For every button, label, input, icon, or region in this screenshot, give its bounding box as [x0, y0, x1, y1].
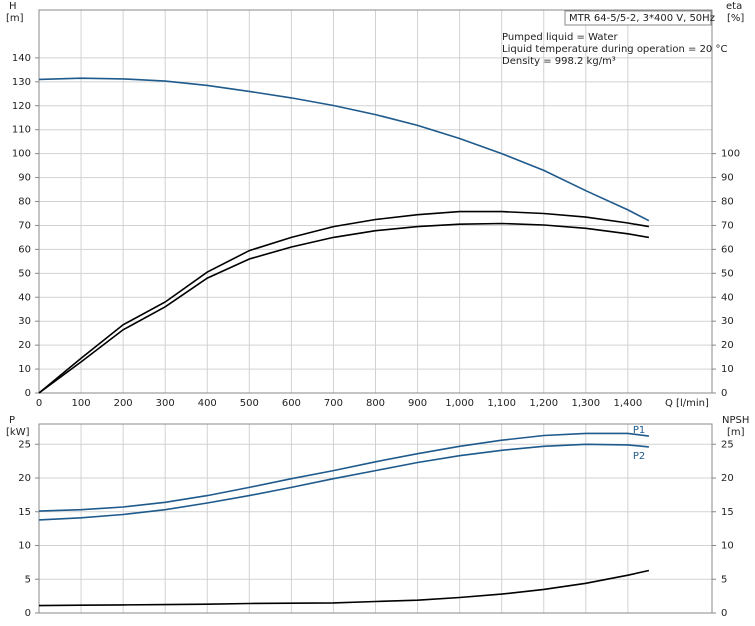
y-tick-label: 10 — [18, 541, 31, 552]
y-tick-label: 40 — [18, 292, 31, 303]
y-tick-label: 110 — [12, 125, 31, 136]
y-tick-label: 0 — [25, 388, 31, 399]
y-tick-label: 5 — [25, 574, 31, 585]
curve — [38, 569, 650, 607]
y-tick-label: 90 — [18, 173, 31, 184]
y-tick-label: 10 — [18, 364, 31, 375]
y-axis-unit: [kW] — [6, 427, 30, 438]
x-tick-label: 1,200 — [529, 398, 558, 409]
y-tick-label: 60 — [18, 244, 31, 255]
curve — [38, 77, 650, 222]
y2-axis-label: eta — [726, 1, 742, 12]
x-tick-label: 1,100 — [487, 398, 516, 409]
y2-axis-label: NPSH — [722, 415, 749, 426]
y2-tick-label: 15 — [721, 507, 734, 518]
x-tick-label: 900 — [408, 398, 427, 409]
curve-label: P2 — [633, 451, 645, 462]
y-tick-label: 30 — [18, 316, 31, 327]
y2-tick-label: 20 — [721, 340, 734, 351]
x-tick-label: 200 — [114, 398, 133, 409]
y-tick-label: 15 — [18, 507, 31, 518]
y2-tick-label: 0 — [721, 388, 727, 399]
y-tick-label: 70 — [18, 220, 31, 231]
x-tick-label: 400 — [198, 398, 217, 409]
x-tick-label: 700 — [324, 398, 343, 409]
y2-tick-label: 100 — [721, 149, 740, 160]
y2-tick-label: 10 — [721, 541, 734, 552]
plot-frame — [38, 423, 713, 614]
y2-tick-label: 30 — [721, 316, 734, 327]
y-axis-unit: [m] — [6, 13, 24, 24]
y2-tick-label: 0 — [721, 608, 727, 619]
y-axis-label: P — [9, 415, 15, 426]
y2-tick-label: 10 — [721, 364, 734, 375]
y-tick-label: 50 — [18, 268, 31, 279]
x-tick-label: 1,300 — [571, 398, 600, 409]
info-text: MTR 64-5/5-2, 3*400 V, 50Hz — [569, 13, 715, 24]
y2-tick-label: 40 — [721, 292, 734, 303]
info-box — [564, 10, 712, 26]
y-tick-label: 25 — [18, 439, 31, 450]
y2-tick-label: 70 — [721, 220, 734, 231]
curve — [38, 222, 650, 394]
x-tick-label: 1,400 — [614, 398, 643, 409]
x-axis-label: Q [l/min] — [665, 398, 709, 409]
info-text: Pumped liquid = Water — [502, 32, 619, 43]
y2-axis-unit: [m] — [727, 427, 745, 438]
info-text: Density = 998.2 kg/m³ — [502, 56, 616, 67]
x-tick-label: 500 — [240, 398, 259, 409]
y-tick-label: 130 — [12, 77, 31, 88]
x-tick-label: 800 — [366, 398, 385, 409]
y-axis-label: H — [9, 1, 17, 12]
y2-tick-label: 25 — [721, 439, 734, 450]
y-tick-label: 20 — [18, 473, 31, 484]
y2-tick-label: 5 — [721, 574, 727, 585]
plot-frame — [38, 9, 713, 394]
y-tick-label: 20 — [18, 340, 31, 351]
y-tick-label: 80 — [18, 197, 31, 208]
x-tick-label: 0 — [36, 398, 42, 409]
curve — [38, 443, 649, 521]
x-tick-label: 100 — [72, 398, 91, 409]
y2-tick-label: 80 — [721, 197, 734, 208]
y2-tick-label: 50 — [721, 268, 734, 279]
x-tick-label: 1,000 — [445, 398, 474, 409]
y2-tick-label: 90 — [721, 173, 734, 184]
y2-axis-unit: [%] — [727, 13, 744, 24]
y-tick-label: 100 — [12, 149, 31, 160]
y-tick-label: 0 — [25, 608, 31, 619]
x-tick-label: 300 — [156, 398, 175, 409]
x-tick-label: 600 — [282, 398, 301, 409]
y2-tick-label: 20 — [721, 473, 734, 484]
info-text: Liquid temperature during operation = 20… — [502, 44, 727, 55]
curve — [38, 210, 650, 394]
y-tick-label: 120 — [12, 101, 31, 112]
curve-label: P1 — [633, 425, 645, 436]
y-tick-label: 140 — [12, 53, 31, 64]
y2-tick-label: 60 — [721, 244, 734, 255]
curve — [38, 432, 650, 512]
